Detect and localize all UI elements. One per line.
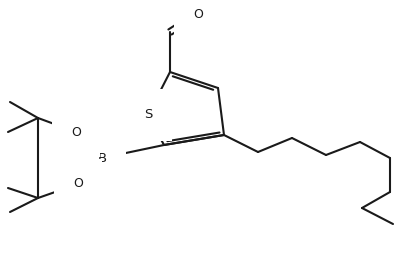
Text: O: O [71,125,81,139]
Text: O: O [192,7,203,21]
Text: O: O [73,178,83,190]
Text: S: S [144,108,152,121]
Text: B: B [97,151,106,164]
